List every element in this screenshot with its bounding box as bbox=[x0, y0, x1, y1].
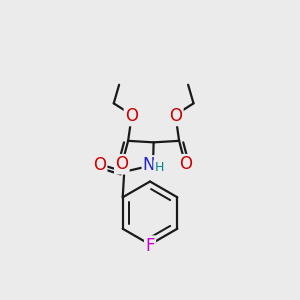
Text: O: O bbox=[125, 107, 138, 125]
Text: F: F bbox=[145, 237, 155, 255]
Text: H: H bbox=[154, 161, 164, 174]
Text: O: O bbox=[169, 107, 182, 125]
Text: O: O bbox=[179, 155, 192, 173]
Text: N: N bbox=[143, 156, 155, 174]
Text: O: O bbox=[115, 155, 128, 173]
Text: O: O bbox=[93, 156, 106, 174]
